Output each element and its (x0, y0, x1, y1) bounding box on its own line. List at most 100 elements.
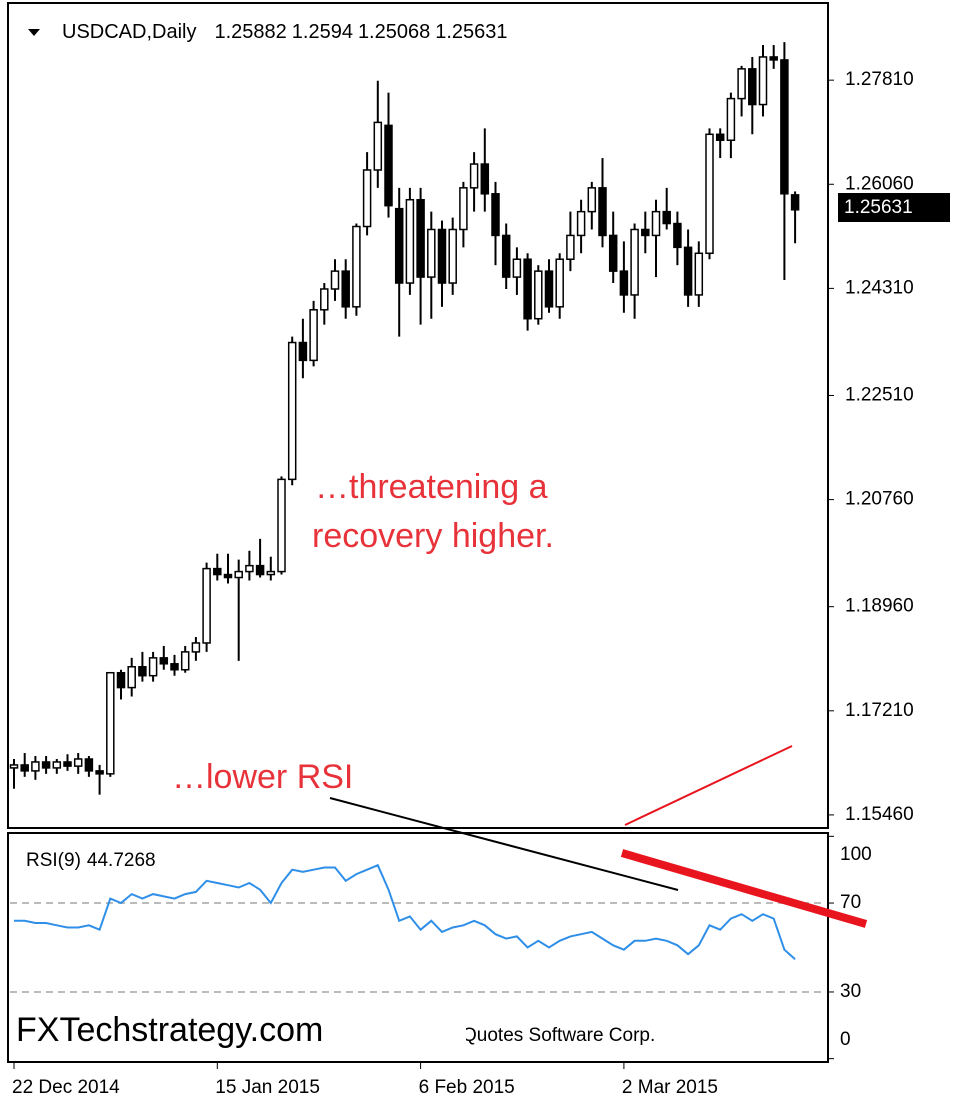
menu-arrow (28, 29, 40, 36)
rsi-trend-line (620, 849, 868, 928)
candle-body (534, 270, 543, 320)
candle-body (309, 309, 318, 362)
candle-body (608, 234, 618, 272)
candle-body (512, 258, 522, 278)
rsi-line (14, 863, 796, 960)
candle-body (416, 198, 425, 278)
candle-body (106, 671, 115, 775)
candle-body (662, 210, 671, 225)
candle-body (63, 761, 72, 767)
y-tick-label: 1.27810 (845, 69, 914, 90)
price-box (838, 193, 950, 222)
candle-body (73, 758, 83, 767)
candle-body (437, 228, 447, 284)
candle-body (277, 478, 286, 573)
candle-body (330, 270, 340, 290)
candle-body (469, 163, 479, 189)
rsi-label: RSI(9) 44.7268 (26, 850, 156, 871)
candle-body (245, 564, 254, 573)
y-tick-label: 1.15460 (845, 804, 914, 825)
copyright: Quotes Software Corp. (462, 1025, 655, 1046)
annotation: …lower RSI (172, 758, 353, 796)
candle-body (362, 169, 372, 228)
price-pane (7, 2, 829, 829)
candle-body (95, 770, 104, 775)
x-tick-label: 22 Dec 2014 (12, 1077, 120, 1098)
candle-body (737, 68, 746, 100)
candle-body (341, 270, 350, 308)
symbol: USDCAD,Daily (62, 21, 196, 43)
watermark-bg (14, 1010, 466, 1054)
candle-body (373, 121, 383, 171)
y-tick-label: 100 (840, 844, 872, 865)
candle-body (715, 133, 725, 141)
rsi-value: 44.7268 (87, 850, 156, 871)
candle-body (673, 222, 682, 249)
candle-body (726, 97, 736, 141)
candle-body (566, 234, 575, 260)
candle-body (576, 210, 586, 237)
candle-body (138, 666, 147, 677)
candle-body (298, 341, 308, 362)
candle-body (705, 133, 714, 255)
candle-body (780, 59, 789, 195)
x-tick-label: 15 Jan 2015 (215, 1077, 320, 1098)
candle-body (405, 198, 415, 284)
candle-body (213, 567, 222, 576)
candle-body (651, 210, 661, 237)
candle-body (683, 246, 693, 296)
y-tick-label: 1.17210 (845, 700, 914, 721)
x-tick-label: 6 Feb 2015 (419, 1077, 515, 1098)
candle-body (598, 187, 607, 237)
candle-body (159, 657, 169, 665)
annotation: …threatening a (315, 468, 548, 506)
candle-body (384, 124, 393, 207)
candle-body (287, 341, 297, 481)
candle-body (523, 258, 532, 320)
candle-body (234, 570, 243, 579)
candle-body (148, 657, 158, 677)
y-tick-label: 1.26060 (845, 173, 914, 194)
rsi-name: RSI(9) (26, 850, 81, 871)
y-tick-label: 30 (840, 981, 861, 1002)
high-value: 1.2594 (292, 21, 353, 43)
candle-body (202, 567, 211, 644)
plot-layer: 1.15460 1.17210 1.18960 1.20760 1.22510 1.243… (9, 42, 914, 1098)
candle-body (320, 288, 329, 311)
candle-body (501, 234, 511, 278)
candle-body (394, 207, 404, 284)
candle-body (790, 194, 800, 211)
header: USDCAD,Daily 1.25882 1.2594 1.25068 1.25631 (62, 21, 508, 43)
candle-body (191, 642, 201, 653)
candle-body (587, 187, 597, 213)
candle-body (630, 228, 639, 296)
candle-body (555, 258, 564, 308)
candle-body (641, 228, 650, 237)
candle-body (266, 570, 276, 576)
candle-body (20, 764, 29, 772)
candle-body (694, 252, 704, 296)
x-tick-label: 2 Mar 2015 (622, 1077, 718, 1098)
candle-body (480, 163, 490, 195)
y-tick-label: 1.24310 (845, 277, 914, 298)
candle-body (491, 193, 500, 237)
candle-body (448, 228, 457, 284)
candle-body (180, 651, 190, 671)
candle-body (459, 187, 468, 231)
candle-body (758, 56, 768, 106)
annotation: recovery higher. (312, 517, 554, 555)
candle-body (769, 56, 778, 61)
y-tick-label: 1.20760 (845, 489, 914, 510)
price-trend-line (624, 745, 793, 826)
candle-body (352, 225, 361, 308)
close-value: 1.25631 (435, 21, 507, 43)
candle-body (127, 666, 136, 689)
trend-line (329, 797, 679, 891)
watermark: FXTechstrategy.com (16, 1011, 323, 1049)
candle-body (544, 270, 554, 308)
y-tick-label: 1.22510 (845, 384, 914, 405)
current-price: 1.25631 (844, 197, 913, 218)
open-value: 1.25882 (214, 21, 286, 43)
candle-body (31, 761, 40, 772)
